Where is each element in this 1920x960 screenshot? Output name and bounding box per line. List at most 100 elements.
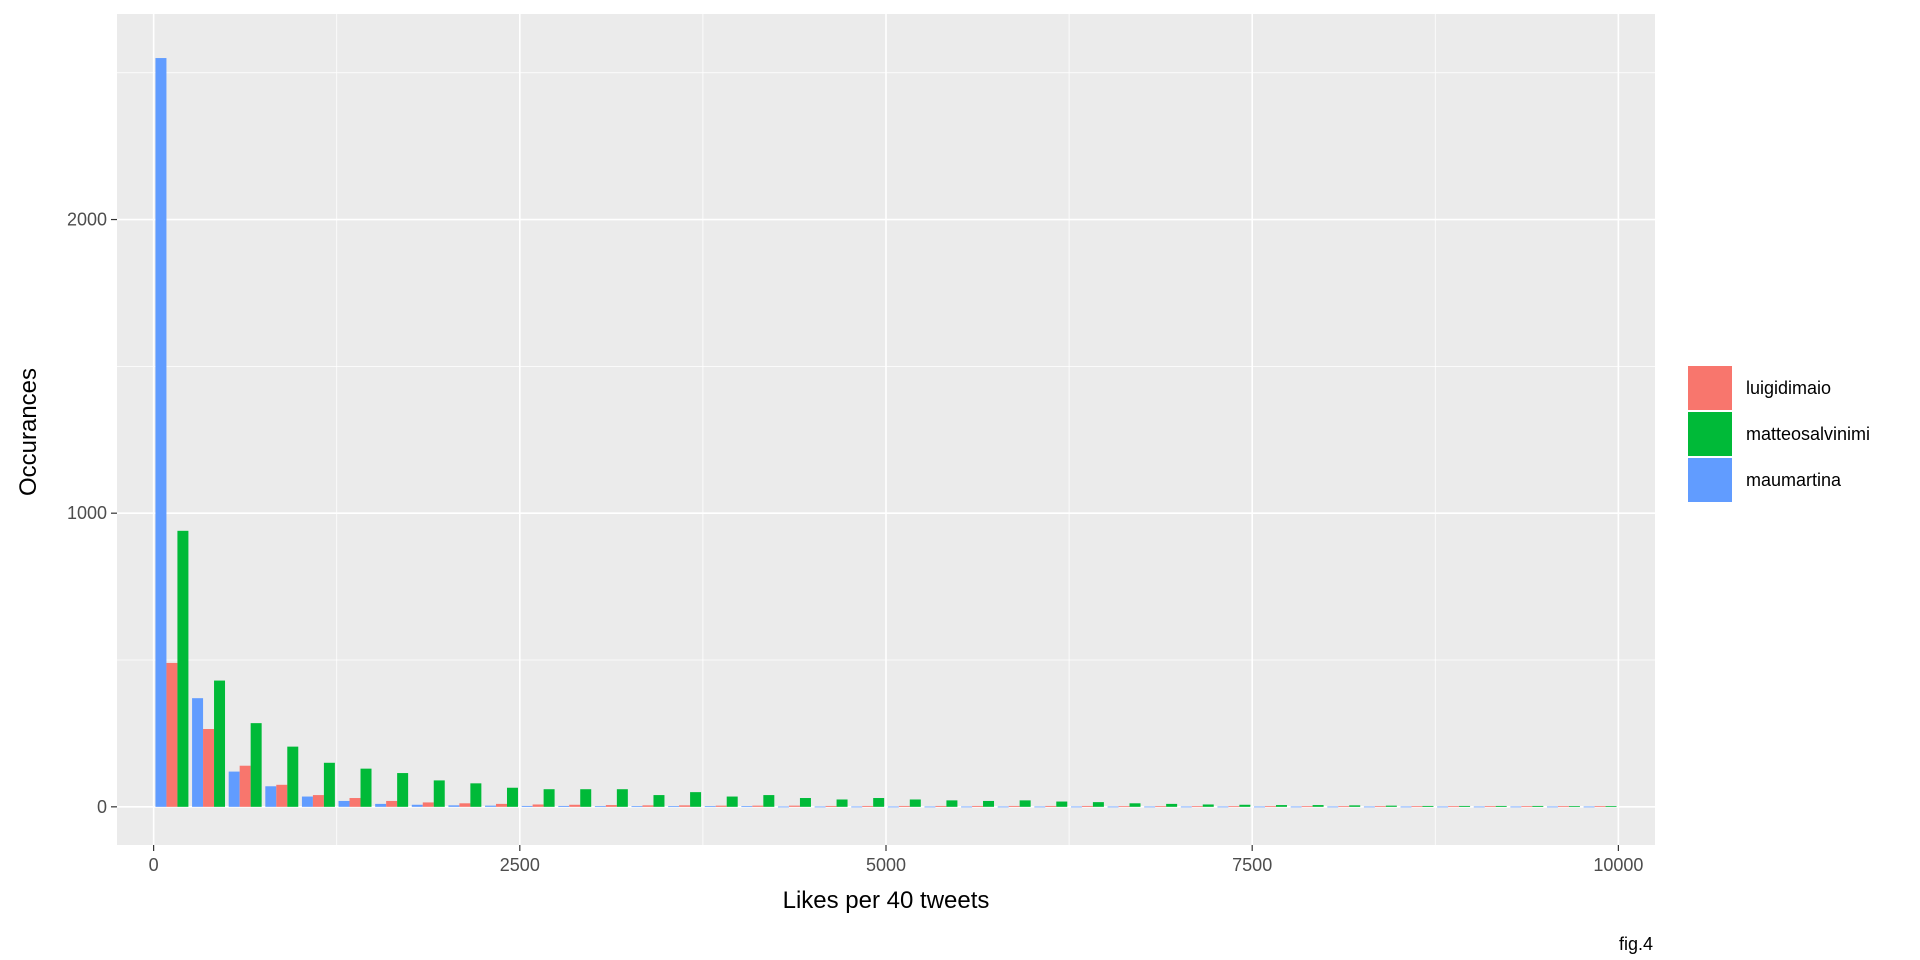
x-tick-label: 2500 [500,855,540,875]
bar-matteosalvinimi [1275,805,1287,807]
bar-maumartina [1034,806,1046,808]
bar-matteosalvinimi [1129,803,1141,807]
bar-maumartina [411,804,423,807]
bar-maumartina [814,806,826,808]
bar-luigidimaio [1228,806,1240,808]
bar-matteosalvinimi [1605,806,1617,808]
bar-maumartina [668,806,680,808]
bar-luigidimaio [898,805,910,807]
bar-luigidimaio [1118,806,1130,808]
bar-luigidimaio [935,805,947,807]
bar-luigidimaio [239,765,251,807]
bar-maumartina [155,58,167,807]
bar-matteosalvinimi [1312,805,1324,807]
bar-maumartina [1290,806,1302,808]
bar-maumartina [375,803,387,807]
bar-matteosalvinimi [763,795,775,807]
bar-luigidimaio [1484,806,1496,808]
y-tick-label: 0 [97,797,107,817]
y-tick-label: 2000 [67,210,107,230]
bar-luigidimaio [422,802,434,807]
bar-luigidimaio [496,803,507,807]
bar-luigidimaio [788,805,800,807]
bar-matteosalvinimi [506,787,518,807]
bar-luigidimaio [203,729,215,807]
bar-luigidimaio [679,805,691,807]
bar-maumartina [1546,806,1558,808]
y-tick-label: 1000 [67,503,107,523]
bar-matteosalvinimi [983,800,995,807]
bar-luigidimaio [386,800,398,807]
bar-maumartina [777,806,789,808]
major-gridlines [117,14,1655,845]
legend-key-luigidimaio [1688,366,1732,410]
x-tick-label: 10000 [1593,855,1643,875]
bar-matteosalvinimi [397,773,409,807]
bar-luigidimaio [1081,805,1093,807]
bar-luigidimaio [349,798,361,807]
bar-luigidimaio [1045,805,1057,807]
bar-maumartina [1473,806,1485,808]
x-axis: 0 2500 5000 7500 10000 [149,845,1643,875]
bar-matteosalvinimi [323,762,335,807]
bar-matteosalvinimi [1092,802,1104,807]
bar-matteosalvinimi [470,783,482,807]
legend-label-matteosalvinimi: matteosalvinimi [1746,424,1870,444]
bar-matteosalvinimi [799,798,811,807]
bar-maumartina [704,806,716,808]
bar-matteosalvinimi [946,800,958,807]
x-tick-label: 5000 [866,855,906,875]
bar-maumartina [997,806,1009,808]
bar-maumartina [1107,806,1119,808]
bar-maumartina [1254,806,1266,808]
bar-matteosalvinimi [1202,804,1214,807]
bar-maumartina [1144,806,1156,808]
bar-matteosalvinimi [1056,801,1068,807]
x-tick-label: 7500 [1232,855,1272,875]
bar-maumartina [301,796,313,807]
bar-matteosalvinimi [1422,805,1434,807]
bar-maumartina [228,771,240,807]
bar-matteosalvinimi [177,530,189,807]
bar-luigidimaio [825,805,837,807]
bar-maumartina [338,800,350,807]
bar-matteosalvinimi [1495,805,1507,807]
bar-luigidimaio [276,784,288,807]
legend-label-luigidimaio: luigidimaio [1746,378,1831,398]
bar-maumartina [631,806,643,808]
bar-matteosalvinimi [1568,806,1580,808]
bar-maumartina [594,806,606,808]
bar-luigidimaio [642,805,654,807]
bar-maumartina [924,806,936,808]
bar-matteosalvinimi [287,746,299,807]
bar-luigidimaio [1594,806,1606,808]
bar-matteosalvinimi [580,789,592,807]
bar-luigidimaio [1008,805,1020,807]
bar-matteosalvinimi [873,798,885,807]
bar-luigidimaio [166,662,178,807]
bar-matteosalvinimi [1385,805,1397,807]
bar-luigidimaio [752,805,764,807]
bar-matteosalvinimi [250,723,262,807]
bar-maumartina [851,806,863,808]
figure-caption: fig.4 [1619,934,1653,954]
bar-maumartina [448,805,460,807]
bar-matteosalvinimi [543,789,555,807]
bar-maumartina [521,805,533,807]
bar-luigidimaio [605,805,617,807]
legend-key-matteosalvinimi [1688,412,1732,456]
bar-luigidimaio [862,805,874,807]
bar-matteosalvinimi [433,780,445,807]
bar-matteosalvinimi [836,799,848,807]
bar-maumartina [741,806,753,808]
bar-luigidimaio [1448,806,1460,808]
bar-luigidimaio [312,795,324,807]
x-tick-label: 0 [149,855,159,875]
bar-matteosalvinimi [1019,800,1031,807]
bar-matteosalvinimi [1349,805,1361,807]
bar-luigidimaio [1155,806,1167,808]
bar-luigidimaio [1301,806,1313,808]
bar-luigidimaio [459,803,471,807]
bar-maumartina [192,698,204,807]
